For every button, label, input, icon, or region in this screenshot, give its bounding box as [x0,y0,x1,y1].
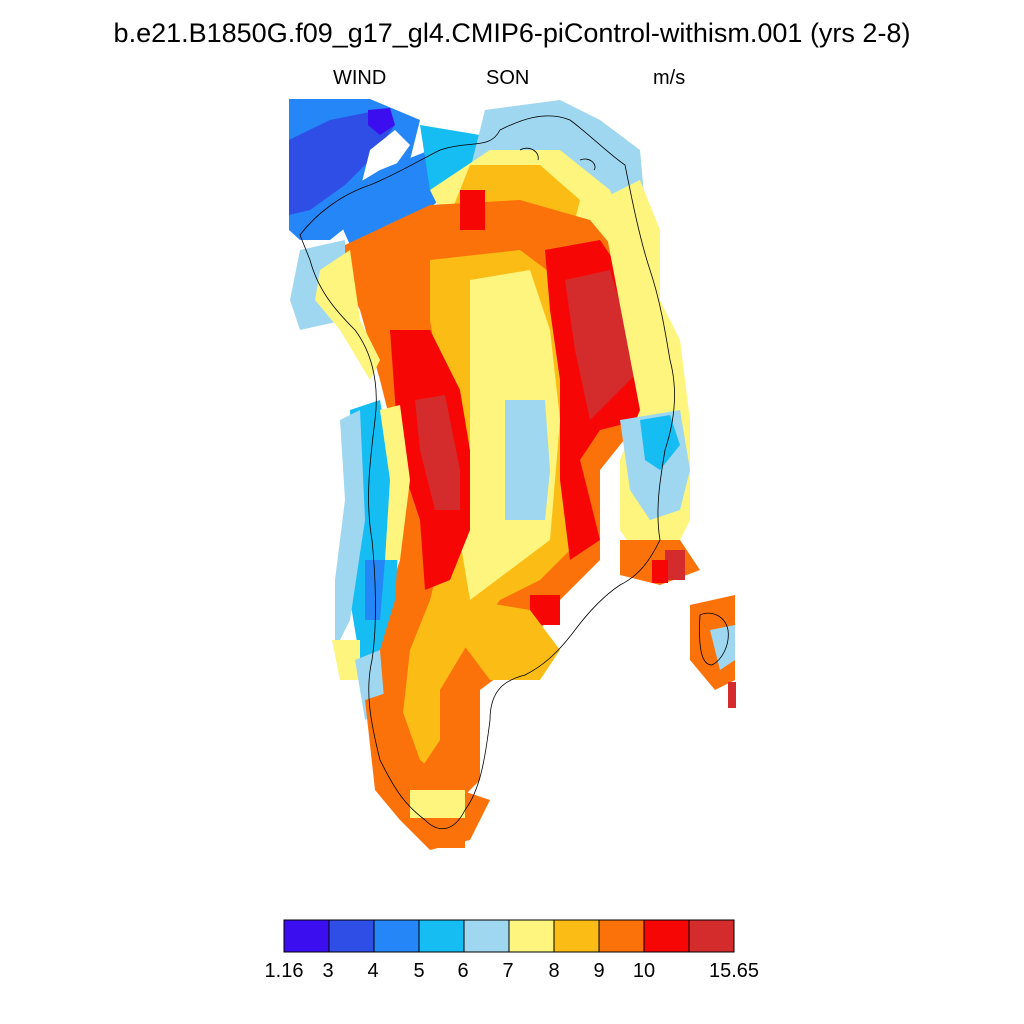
colorbar-swatch-5 [508,919,555,953]
colorbar-label-5: 7 [502,960,514,982]
colorbar-label-3: 5 [413,960,425,982]
colorbar-swatch-7 [598,919,645,953]
map-title: b.e21.B1850G.f09_g17_gl4.CMIP6-piControl… [113,18,911,48]
colorbar-swatch-1 [328,919,375,953]
coastline [299,115,729,830]
colorbar-swatch-6 [553,919,600,953]
colorbar-label-2: 4 [367,960,379,982]
colorbar-swatch-2 [373,919,420,953]
colorbar-swatch-3 [418,919,465,953]
colorbar-label-4: 6 [457,960,469,982]
colorbar-swatch-0 [283,919,330,953]
colorbar-label-9: 15.65 [708,960,760,982]
units-label: m/s [653,67,686,89]
colorbar-swatches [283,919,735,953]
colorbar-label-6: 8 [548,960,560,982]
colorbar-label-1: 3 [322,960,334,982]
colorbar-label-8: 10 [632,960,656,982]
colorbar-swatch-8 [643,919,690,953]
wind-speed-field [289,99,736,850]
season-label: SON [486,67,530,89]
colorbar-label-7: 9 [593,960,605,982]
colorbar-swatch-4 [463,919,510,953]
variable-label: WIND [333,67,387,89]
colorbar-swatch-9 [688,919,735,953]
colorbar-label-0: 1.16 [264,960,304,982]
